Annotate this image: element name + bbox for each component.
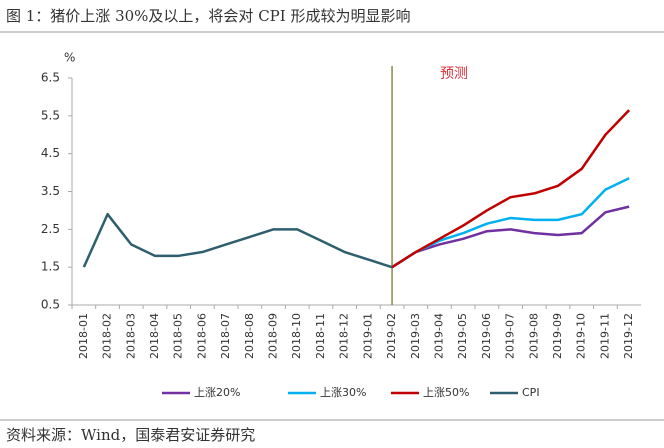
x-tick-label: 2019-05 [456,313,469,359]
x-tick-label: 2018-12 [338,313,351,359]
legend-label: 上涨20% [194,386,240,399]
x-tick-label: 2019-01 [361,313,374,359]
x-tick-label: 2019-08 [527,313,540,359]
y-axis-label: % [64,51,75,65]
y-tick-label: 3.5 [41,184,60,198]
x-tick-label: 2019-12 [622,313,635,359]
title: 图 1：猪价上涨 30%及以上，将会对 CPI 形成较为明显影响 [6,7,410,25]
annotation: 预测 [440,66,468,82]
x-tick-label: 2018-03 [124,313,137,359]
series-line [391,205,630,269]
x-tick-label: 2018-10 [290,313,303,359]
x-tick-label: 2019-11 [598,313,611,359]
series-line [82,212,393,269]
source: 资料来源：Wind，国泰君安证券研究 [6,426,255,444]
y-tick-label: 1.5 [41,260,60,274]
x-tick-label: 2019-06 [480,313,493,359]
x-tick-label: 2018-05 [172,313,185,359]
series-line [391,109,631,269]
x-tick-label: 2019-10 [575,313,588,359]
x-tick-label: 2019-04 [432,313,445,359]
x-tick-label: 2019-02 [385,313,398,359]
legend-label: 上涨50% [423,386,469,399]
y-tick-label: 2.5 [41,222,60,236]
y-tick-label: 5.5 [41,108,60,122]
x-tick-label: 2018-09 [267,313,280,359]
x-tick-label: 2019-07 [504,313,517,359]
x-tick-label: 2018-02 [101,313,114,359]
legend-label: 上涨30% [320,386,366,399]
x-tick-label: 2018-04 [148,313,161,359]
x-tick-label: 2019-03 [409,313,422,359]
x-tick-label: 2018-01 [77,313,90,359]
x-tick-label: 2018-07 [219,313,232,359]
x-tick-label: 2018-11 [314,313,327,359]
x-tick-label: 2018-08 [243,313,256,359]
y-tick-label: 6.5 [41,71,60,85]
y-tick-label: 0.5 [41,298,60,312]
y-tick-label: 4.5 [41,146,60,160]
x-tick-label: 2018-06 [195,313,208,359]
x-tick-label: 2019-09 [551,313,564,359]
legend-label: CPI [522,386,540,399]
